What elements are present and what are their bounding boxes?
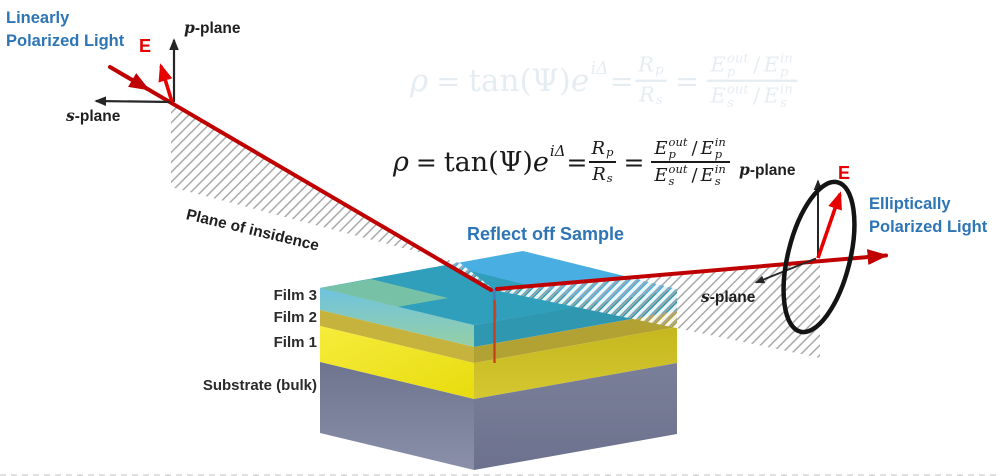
film3-top-teal-band [320,265,600,325]
incident-ray-arrowhead [116,69,151,92]
film3-top-green-band [320,279,448,307]
right-axes [754,179,857,335]
s-plane-axis-left [94,96,173,106]
s-plane-label-right: s-plane [701,287,756,306]
film2-label: Film 2 [273,309,317,326]
s-plane-label-left: s-plane [66,106,121,125]
substrate-right-face [474,363,677,470]
p-plane-label-right: p-plane [739,160,796,179]
film3-label: Film 3 [273,287,317,304]
film3-left-face [320,288,474,347]
film1-label: Film 1 [273,334,317,351]
e-field-label-left: E [139,36,152,56]
reflect-off-sample-label: Reflect off Sample [467,224,625,244]
rho-symbol: ρ [410,62,429,99]
e-field-arrow-left [158,63,174,103]
plane-of-incidence-right [494,260,820,358]
e-field-arrow-right [816,191,842,259]
e-field-label-right: E [838,163,851,183]
linearly-polarized-title: Linearly Polarized Light [6,9,125,50]
light-rays [108,65,889,292]
tan-psi: tan(Ψ) [443,146,533,178]
film1-right-face [474,327,677,399]
left-axes [94,38,179,106]
film2-left-face [320,310,474,363]
polarization-ellipse [781,179,857,335]
elliptically-polarized-title: Elliptically Polarized Light [869,195,988,236]
film1-left-face [320,326,474,399]
substrate-left-face [320,362,474,470]
incident-ray [108,65,493,292]
exponent-i-delta: iΔ [549,142,566,160]
reflected-ray [495,249,889,291]
film2-right-face [474,311,677,363]
substrate-label: Substrate (bulk) [202,377,317,394]
p-plane-label-left: p-plane [184,18,241,37]
rho-symbol: ρ [393,146,409,178]
